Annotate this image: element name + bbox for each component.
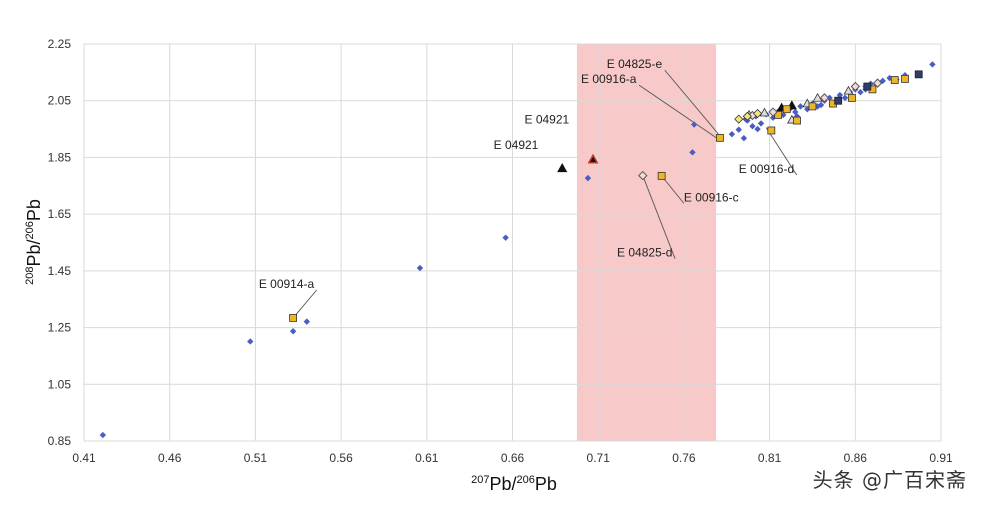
x-axis-title: 207Pb/206Pb xyxy=(471,474,557,494)
y-tick-label: 2.25 xyxy=(48,37,72,51)
dark-square-point xyxy=(914,70,923,79)
y-tick-label: 1.45 xyxy=(48,264,72,278)
hollow-diamond-point xyxy=(872,78,883,88)
yellow-diamond-point xyxy=(753,108,763,119)
y-axis-title: 208Pb/206Pb xyxy=(24,199,44,285)
annotation-leader-line xyxy=(638,84,717,139)
annotation-label: E 04825-d xyxy=(617,246,672,260)
diamond-point xyxy=(584,174,592,182)
diamond-point xyxy=(836,91,844,99)
annotation-label: E 04921 xyxy=(524,112,569,126)
triangle-point xyxy=(587,153,599,164)
x-tick-label: 0.76 xyxy=(672,451,696,465)
dark-square-point xyxy=(863,82,872,91)
x-tick-label: 0.51 xyxy=(244,451,268,465)
square-point xyxy=(767,126,776,135)
hollow-diamond-point xyxy=(768,107,778,117)
x-tick-label: 0.66 xyxy=(501,451,525,465)
diamond-point xyxy=(303,318,311,325)
annotation-label: E 00916-d xyxy=(739,162,794,176)
annotation-leader-line xyxy=(292,289,318,319)
outline-triangle-point xyxy=(759,107,770,117)
hollow-diamond-point xyxy=(850,81,861,92)
diamond-point xyxy=(735,126,742,133)
diamond-point xyxy=(841,94,849,102)
y-tick-label: 1.05 xyxy=(48,377,72,391)
y-tick-label: 1.85 xyxy=(48,150,72,164)
triangle-point xyxy=(557,162,568,173)
dark-square-point xyxy=(834,96,843,105)
y-tick-label: 2.05 xyxy=(48,94,72,108)
x-tick-label: 0.41 xyxy=(72,451,96,465)
y-tick-label: 1.65 xyxy=(48,207,72,221)
square-point xyxy=(793,116,801,125)
annotation-labels: E 04825-eE 00916-a E 04921 E 04921 E 00916-… xyxy=(259,57,794,291)
diamond-point xyxy=(769,114,777,121)
hollow-diamond-point xyxy=(638,170,648,181)
annotation-leader-line xyxy=(765,127,798,176)
diamond-point xyxy=(857,89,864,96)
diamond-point xyxy=(289,328,297,335)
square-point xyxy=(715,133,724,142)
diamond-point xyxy=(689,149,696,156)
yellow-diamond-point xyxy=(742,111,752,121)
diamond-point xyxy=(757,120,765,127)
square-point xyxy=(808,102,817,111)
y-axis-ticks: 0.85 1.05 1.25 1.45 1.65 1.85 2.05 2.25 xyxy=(48,37,72,448)
diamond-point xyxy=(749,123,756,130)
annotation-leader-line xyxy=(664,69,722,139)
x-tick-label: 0.81 xyxy=(758,451,782,465)
annotation-leader-line xyxy=(642,175,676,259)
diamond-point xyxy=(826,94,833,102)
diamond-point xyxy=(740,134,748,142)
x-tick-label: 0.91 xyxy=(929,451,953,465)
diamond-point xyxy=(728,130,736,138)
outline-triangle-point xyxy=(812,92,823,102)
diamond-point xyxy=(886,74,893,82)
x-tick-label: 0.86 xyxy=(844,451,868,465)
highlight-band-rect xyxy=(576,44,717,441)
square-point xyxy=(901,74,909,83)
x-tick-label: 0.56 xyxy=(329,451,353,465)
diamond-point xyxy=(754,125,761,133)
x-tick-label: 0.61 xyxy=(415,451,439,465)
annotation-label: E 04921 xyxy=(494,138,539,152)
hollow-diamond-point xyxy=(819,93,830,103)
highlight-band xyxy=(576,44,717,441)
y-tick-label: 1.25 xyxy=(48,321,72,335)
diamond-point xyxy=(792,108,799,116)
yellow-diamond-point xyxy=(734,114,744,124)
diamond-point xyxy=(690,121,698,128)
square-point xyxy=(657,171,666,180)
diamond-point xyxy=(929,61,936,68)
y-tick-label: 0.85 xyxy=(48,434,72,448)
annotation-label: E 00916-c xyxy=(684,190,739,204)
annotation-leader-line xyxy=(661,175,685,204)
x-axis-ticks: 0.41 0.46 0.51 0.56 0.61 0.66 0.71 0.76 0.81 0.86… xyxy=(72,451,953,465)
diamond-point xyxy=(793,113,801,120)
diamond-point xyxy=(247,338,254,345)
gridlines xyxy=(83,43,942,442)
annotation-label: E 00916-a xyxy=(581,72,637,86)
annotation-label: E 04825-e xyxy=(607,57,663,71)
diamond-point xyxy=(416,264,424,272)
watermark-text: 头条 @广百宋斋 xyxy=(812,468,967,492)
x-tick-label: 0.71 xyxy=(587,451,611,465)
square-point xyxy=(289,314,298,322)
square-point xyxy=(782,105,791,114)
diamond-point xyxy=(99,431,107,439)
diamond-point xyxy=(817,101,825,109)
data-points xyxy=(99,61,936,439)
square-point xyxy=(847,93,856,102)
diamond-point xyxy=(502,234,509,241)
annotation-label: E 00914-a xyxy=(259,277,315,291)
diamond-point xyxy=(797,103,804,110)
square-point xyxy=(890,76,899,84)
annotation-leaders xyxy=(292,69,798,319)
x-tick-label: 0.46 xyxy=(158,451,182,465)
